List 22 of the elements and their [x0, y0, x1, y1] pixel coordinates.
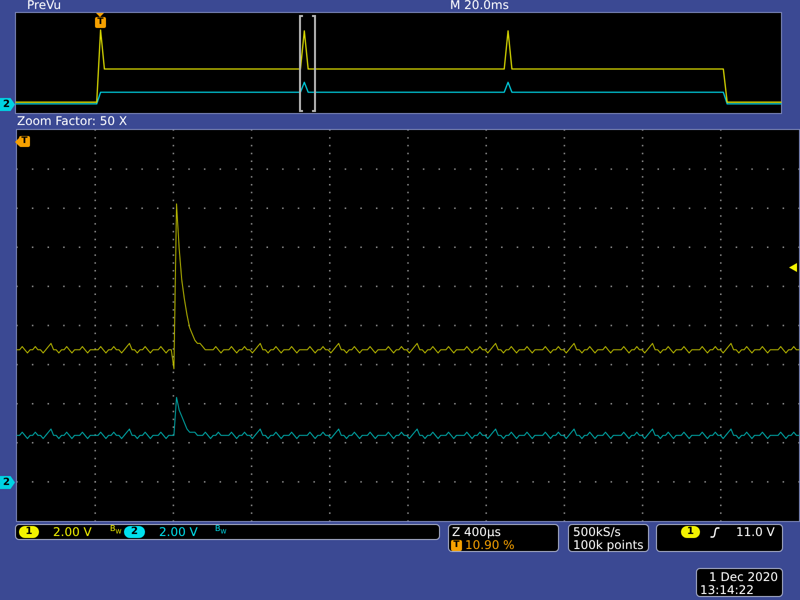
text: 10.90 % [465, 538, 515, 552]
text: 2.00 V [53, 525, 92, 539]
chart-title: PreVu [27, 0, 62, 12]
text: 2.00 V [159, 525, 198, 539]
text: 100k points [573, 538, 644, 552]
text: Z 400µs [452, 525, 501, 539]
text: 1 [681, 526, 700, 538]
text: 2 [0, 476, 15, 489]
text: T [95, 17, 106, 28]
text: T [451, 540, 462, 551]
chart-title: Zoom Factor: 50 X [17, 114, 128, 128]
text: B$_{W}$ [215, 524, 226, 537]
text: 2 [0, 98, 15, 111]
text: 1 Dec 2020 [709, 570, 778, 584]
text: B$_{W}$ [110, 524, 122, 537]
text: 13:14:22 [700, 583, 754, 597]
text: 2 [124, 526, 145, 538]
text: T [19, 136, 30, 147]
text: 11.0 V [736, 525, 775, 539]
text: 500kS/s [573, 525, 621, 539]
text: M 20.0ms [450, 0, 509, 12]
text: 1 [19, 526, 39, 538]
